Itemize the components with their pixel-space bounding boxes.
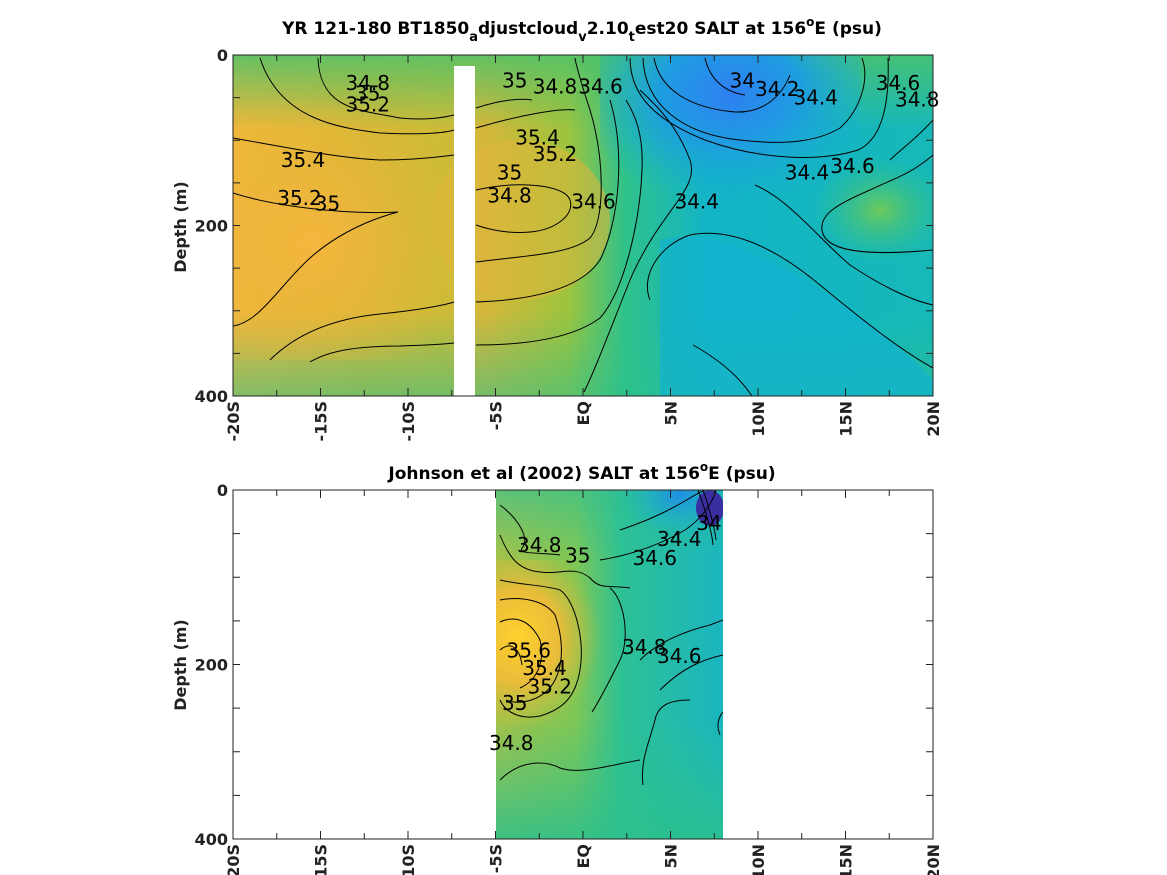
contour-label: 34.8 <box>895 87 940 111</box>
x-tick-label: 15N <box>837 844 856 875</box>
contour-label: 34.8 <box>622 635 667 659</box>
y-tick-label: 0 <box>217 46 228 65</box>
contour-label: 35 <box>355 81 380 105</box>
bottom-panel: Johnson et al (2002) SALT at 156oE (psu) <box>171 460 943 875</box>
bottom-contour-labels: 34.8 3534.434.63435.635.435.23534.834.634… <box>489 511 722 755</box>
x-tick-label: 5N <box>662 844 681 869</box>
contour-label: 34.4 <box>674 190 719 214</box>
x-tick-label: 15N <box>837 401 856 437</box>
x-tick-label: -5S <box>487 401 506 430</box>
contour-label: 34.8 <box>487 184 532 208</box>
contour-label: 35.2 <box>345 92 390 116</box>
bottom-x-tick-labels: -20S -15S -10S -5S EQ 5N 10N 15N 20N <box>224 844 943 875</box>
contour-label: 35 <box>315 191 340 215</box>
top-salinity-field <box>233 55 933 396</box>
x-tick-label: -15S <box>312 844 331 875</box>
contour-label: 34.6 <box>571 190 616 214</box>
bottom-chart-title: Johnson et al (2002) SALT at 156oE (psu) <box>387 460 775 484</box>
contour-label: 34.2 <box>755 77 800 101</box>
x-tick-label: 20N <box>924 844 943 875</box>
x-tick-label: -10S <box>399 844 418 875</box>
x-tick-label: -15S <box>312 401 331 441</box>
x-tick-label: -20S <box>224 401 243 441</box>
contour-label: 35 <box>497 161 522 185</box>
contour-label: 35.4 <box>522 656 567 680</box>
contour-label: 34.4 <box>785 161 830 185</box>
top-contour-lines <box>233 57 933 396</box>
contour-label: 34.6 <box>876 71 921 95</box>
contour-label: 35.2 <box>527 674 572 698</box>
top-ticks <box>232 54 934 397</box>
contour-label: 34.6 <box>830 154 875 178</box>
bottom-y-axis-label: Depth (m) <box>171 619 190 711</box>
bottom-contour-lines <box>499 490 723 786</box>
contour-label: 34.4 <box>793 86 838 110</box>
contour-label: 34 <box>730 69 755 93</box>
contour-label: 34 <box>696 511 721 535</box>
y-tick-label: 200 <box>195 217 228 236</box>
x-tick-label: 10N <box>749 401 768 437</box>
contour-label: 34.8 <box>345 71 390 95</box>
contour-label: 34.6 <box>632 546 677 570</box>
x-tick-label: EQ <box>574 401 593 426</box>
contour-label: 35 <box>502 691 527 715</box>
contour-label: 34.8 <box>533 75 578 99</box>
contour-label: 34.6 <box>657 644 702 668</box>
x-tick-label: -20S <box>224 844 243 875</box>
bottom-y-tick-labels: 0 200 400 <box>195 481 228 849</box>
top-panel: YR 121-180 BT1850adjustcloudv2.10test20 … <box>171 15 943 441</box>
x-tick-label: 10N <box>749 844 768 875</box>
contour-label: 34.8 <box>517 533 562 557</box>
top-chart-title: YR 121-180 BT1850adjustcloudv2.10test20 … <box>281 15 882 45</box>
contour-label: 35.6 <box>506 639 551 663</box>
contour-label: 35.2 <box>277 186 322 210</box>
x-tick-label: -5S <box>487 844 506 873</box>
contour-label: 34.8 <box>489 731 534 755</box>
contour-label: 34.6 <box>578 75 623 99</box>
x-tick-label: -10S <box>399 401 418 441</box>
bottom-salinity-field <box>496 490 723 839</box>
x-tick-label: 20N <box>924 401 943 437</box>
top-y-axis-label: Depth (m) <box>171 181 190 273</box>
contour-label: 35 <box>502 69 527 93</box>
top-x-tick-labels: -20S -15S -10S -5S EQ 5N 10N 15N 20N <box>224 401 943 441</box>
contour-label: 34.4 <box>657 527 702 551</box>
bottom-ticks <box>232 489 934 840</box>
y-tick-label: 400 <box>195 830 228 849</box>
y-tick-label: 0 <box>217 481 228 500</box>
y-tick-label: 400 <box>195 387 228 406</box>
y-tick-label: 200 <box>195 656 228 675</box>
x-tick-label: 5N <box>662 401 681 426</box>
contour-label: 35 <box>565 543 590 567</box>
contour-label: 35.4 <box>515 126 560 150</box>
x-tick-label: EQ <box>574 844 593 869</box>
contour-label: 35.2 <box>533 142 578 166</box>
top-y-tick-labels: 0 200 400 <box>195 46 228 406</box>
contour-label: 35.4 <box>281 148 326 172</box>
